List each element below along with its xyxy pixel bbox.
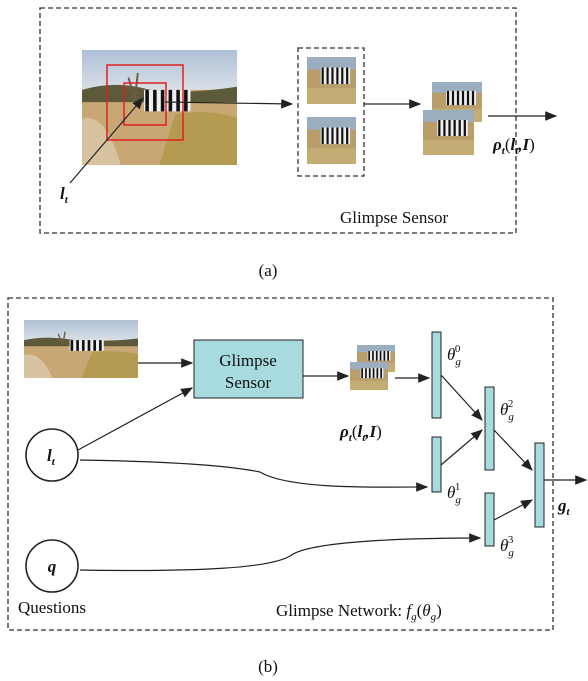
output-label: ρt(lt,I) [339, 422, 382, 444]
sensor-box-label: Glimpse [219, 351, 277, 370]
arrow [80, 538, 480, 570]
patch [307, 57, 356, 104]
layer-bar [535, 443, 544, 527]
layer-bar [485, 493, 494, 546]
result-label: gt [557, 496, 571, 518]
sensor-label: Glimpse Sensor [340, 208, 448, 227]
diagram: ρt(lt,I) lt Glimpse Sensor (a) Glimpse S… [0, 0, 588, 681]
output-label: ρt(lt,I) [492, 135, 535, 157]
patch [350, 362, 388, 390]
questions-label: Questions [18, 598, 86, 617]
theta-label: θg2 [500, 398, 514, 423]
network-label: Glimpse Network: fg(θg) [276, 601, 442, 623]
arrow [441, 375, 482, 420]
caption: (a) [259, 261, 278, 280]
layer-bar [432, 437, 441, 492]
arrow [80, 460, 427, 487]
scene-image [24, 320, 138, 378]
arrow [494, 430, 532, 470]
location-node [26, 429, 78, 481]
arrow [78, 388, 192, 450]
layer-bar [432, 332, 441, 418]
patch [307, 117, 356, 164]
sensor-box-label: Sensor [225, 373, 272, 392]
scene-image [82, 50, 237, 165]
arrow [494, 500, 532, 520]
theta-label: θg3 [500, 534, 514, 559]
patch [423, 110, 474, 155]
location-label: lt [60, 184, 69, 206]
theta-label: θg1 [447, 481, 461, 506]
question-label: q [48, 557, 57, 576]
caption: (b) [258, 657, 278, 676]
layer-bar [485, 387, 494, 470]
theta-label: θg0 [447, 343, 461, 368]
arrow [441, 430, 482, 465]
